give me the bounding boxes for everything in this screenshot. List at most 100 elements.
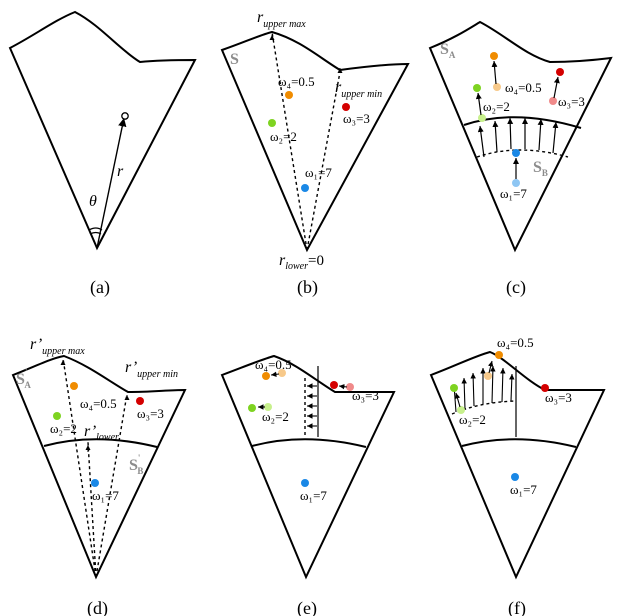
- panel-e-sector: [220, 354, 396, 580]
- flow-arrow: [509, 373, 515, 402]
- region-sa-label: SA: [440, 41, 456, 60]
- theta-arc-outer: [88, 227, 103, 231]
- omega2-old-point: [264, 403, 272, 411]
- omega4-move-arrow: [487, 360, 494, 374]
- r-lower-label: rlower=0: [279, 252, 324, 272]
- omega1-label: ω₁=7: [92, 488, 119, 503]
- flow-arrow: [552, 121, 559, 154]
- flow-arrow: [477, 125, 485, 158]
- omega1-point: [91, 479, 99, 487]
- omega2-old-point: [478, 114, 486, 122]
- omega2-label: ω₂=2: [483, 99, 510, 114]
- omega2-label: ω₂=2: [50, 421, 77, 436]
- upper-min-dashed-line: [306, 71, 341, 251]
- omega4-old-point: [493, 83, 501, 91]
- omega2-point: [473, 84, 481, 92]
- flow-arrow: [461, 377, 467, 410]
- theta-arc-inner: [89, 231, 102, 235]
- omega1-old-point: [512, 179, 520, 187]
- panel-d-label: (d): [87, 598, 108, 616]
- upper-max-dashed-line: [62, 357, 97, 578]
- omega2-point: [248, 404, 256, 412]
- omega2-move-arrow: [475, 92, 482, 116]
- omega4-label: ω₄=0.5: [497, 335, 534, 350]
- omega1-label: ω₁=7: [500, 186, 527, 201]
- r-upper-max-label: rupper max: [257, 9, 306, 30]
- omega3-point: [330, 381, 338, 389]
- r-upper-min-label: rupper min: [335, 79, 382, 100]
- panel-b-label: (b): [297, 277, 318, 298]
- omega4-move-arrow: [270, 371, 280, 378]
- omega2-label: ω₂=2: [459, 412, 486, 427]
- panel-c-label: (c): [506, 277, 526, 298]
- region-boundary-arc: [461, 438, 577, 448]
- omega4-label: ω₄=0.5: [80, 396, 117, 411]
- r-upper-min-label: r’upper min: [125, 359, 178, 380]
- omega1-point: [301, 184, 309, 192]
- panel-a-label: (a): [90, 277, 110, 298]
- omega3-label: ω₃=3: [545, 390, 572, 405]
- omega3-move-arrow: [338, 383, 348, 390]
- omega2-old-point: [457, 406, 465, 414]
- flow-arrow: [470, 372, 476, 407]
- omega1-point: [301, 479, 309, 487]
- panel-c-sector: [428, 20, 613, 253]
- flow-arrow: [492, 120, 499, 153]
- omega1-point: [512, 149, 520, 157]
- omega3-old-point: [549, 97, 557, 105]
- omega3-point: [342, 103, 350, 111]
- panel-b-sector: [220, 30, 410, 253]
- omega4-old-point: [278, 369, 286, 377]
- flow-arrow: [537, 118, 544, 151]
- panel-b: S rupper max rupper min rlower=0 ω₄=0.5 …: [220, 9, 410, 298]
- upper-min-dashed-line: [95, 393, 128, 578]
- omega4-point: [70, 382, 78, 390]
- omega3-point: [541, 384, 549, 392]
- lower-dotted-arc: [476, 149, 569, 158]
- region-s-label: S: [230, 51, 239, 68]
- flow-arrow: [500, 367, 506, 403]
- panel-e-label: (e): [297, 598, 317, 616]
- omega3-label: ω₃=3: [352, 388, 379, 403]
- r-upper-max-label: r’upper max: [30, 336, 85, 357]
- r-lower-label: r’lower: [84, 423, 119, 443]
- omega2-point: [53, 412, 61, 420]
- omega4-point: [285, 91, 293, 99]
- theta-symbol: θ: [89, 193, 97, 210]
- upper-max-dashed-line: [271, 31, 308, 251]
- omega3-label: ω₃=3: [343, 111, 370, 126]
- omega2-point: [450, 384, 458, 392]
- omega2-point: [268, 119, 276, 127]
- point-marker: [121, 112, 129, 120]
- region-sb-label: S' B: [129, 453, 143, 476]
- region-sa-label: S' A: [16, 367, 31, 390]
- omega3-old-point: [346, 383, 354, 391]
- omega4-move-arrow: [491, 60, 498, 85]
- omega4-label: ω₄=0.5: [278, 74, 315, 89]
- panel-e: ω₄=0.5 ω₃=3 ω₂=2 ω₁=7 (e): [220, 354, 396, 616]
- region-boundary-arc: [251, 438, 367, 448]
- omega3-point: [556, 68, 564, 76]
- omega4-label: ω₄=0.5: [255, 357, 292, 372]
- flow-arrow: [507, 117, 514, 150]
- region-sb-label: SB: [533, 159, 548, 178]
- panel-a: θ r (a): [8, 10, 197, 298]
- panel-a-sector: [8, 10, 197, 251]
- panel-f: ω₄=0.5 ω₂=2 ω₃=3 ω₁=7 (f): [429, 335, 606, 616]
- omega1-label: ω₁=7: [305, 165, 332, 180]
- omega2-label: ω₂=2: [262, 409, 289, 424]
- lower-dashed-line: [87, 441, 97, 578]
- omega4-point: [495, 351, 503, 359]
- omega4-point: [490, 52, 498, 60]
- omega4-point: [262, 372, 270, 380]
- omega1-label: ω₁=7: [300, 488, 327, 503]
- panel-f-label: (f): [508, 598, 526, 616]
- omega3-label: ω₃=3: [137, 406, 164, 421]
- radius-symbol: r: [117, 163, 124, 180]
- panel-d: S' A S' B r’upper max r’upper min r’lower …: [11, 336, 187, 616]
- omega4-old-point: [484, 372, 492, 380]
- omega2-move-arrow: [454, 392, 461, 408]
- omega4-label: ω₄=0.5: [505, 80, 542, 95]
- region-boundary-arc: [463, 116, 582, 129]
- radius-arrow: [96, 117, 127, 249]
